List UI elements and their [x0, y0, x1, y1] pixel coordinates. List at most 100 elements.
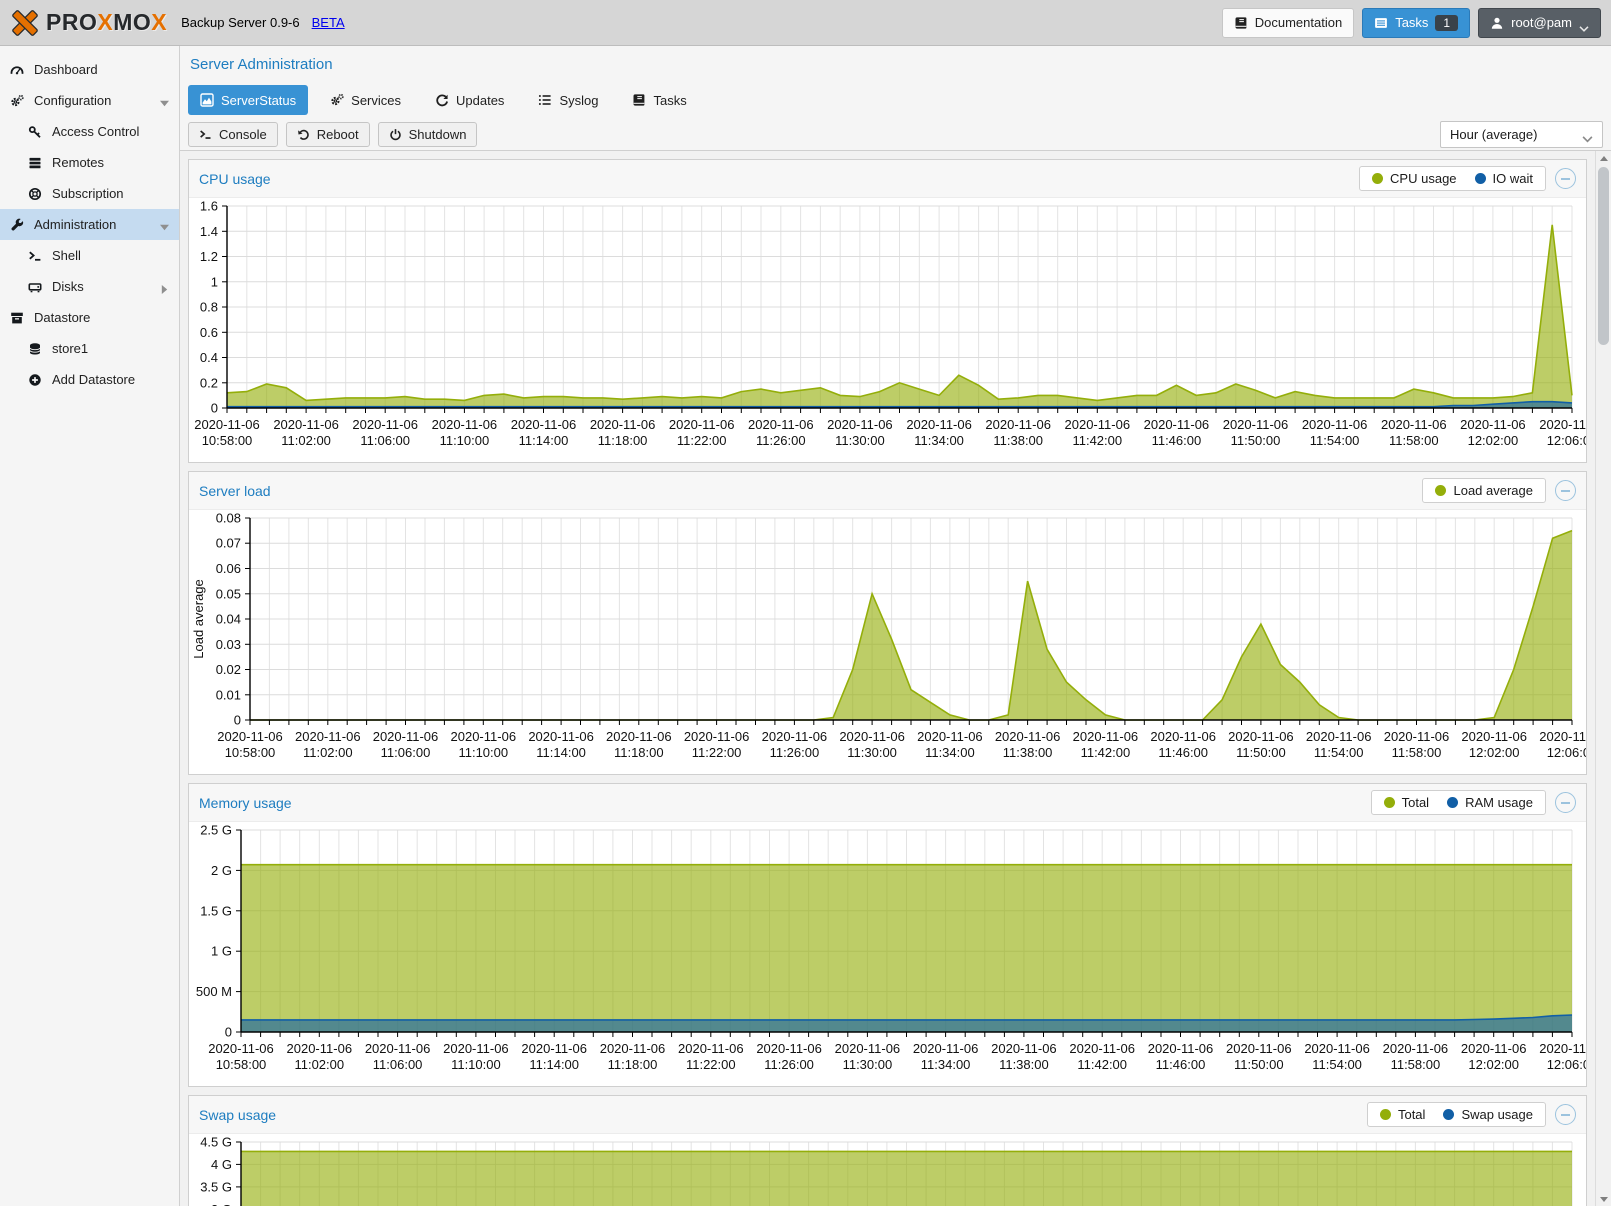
- svg-text:2020-11-06: 2020-11-06: [194, 417, 260, 432]
- collapse-panel-button[interactable]: [1555, 168, 1576, 189]
- svg-text:0: 0: [225, 1025, 232, 1040]
- scroll-down-arrow[interactable]: [1596, 1192, 1611, 1206]
- svg-text:11:26:00: 11:26:00: [770, 745, 820, 760]
- svg-text:2020-11-06: 2020-11-06: [1065, 417, 1131, 432]
- sidebar-item-access-control[interactable]: Access Control: [0, 116, 179, 147]
- console-button[interactable]: Console: [188, 121, 278, 147]
- svg-text:4 G: 4 G: [211, 1157, 232, 1172]
- legend-item-swap-usage[interactable]: Swap usage: [1443, 1107, 1533, 1122]
- svg-text:11:30:00: 11:30:00: [835, 433, 885, 448]
- page-title: Server Administration: [190, 55, 333, 73]
- tab-serverstatus[interactable]: ServerStatus: [188, 85, 309, 115]
- header-actions: Documentation Tasks 1 root@pam: [1221, 7, 1601, 38]
- tab-syslog[interactable]: Syslog: [526, 85, 610, 115]
- lifering-icon: [28, 187, 44, 201]
- svg-text:2020-11-06: 2020-11-06: [1150, 729, 1216, 744]
- timeframe-select[interactable]: Hour (average): [1440, 120, 1603, 148]
- panel-header: Server load Load average: [189, 472, 1586, 510]
- vertical-scrollbar[interactable]: [1595, 151, 1611, 1206]
- book-icon: [1234, 16, 1248, 30]
- sidebar-item-shell[interactable]: Shell: [0, 240, 179, 271]
- sidebar-item-label: Datastore: [34, 310, 91, 325]
- svg-text:2020-11-06: 2020-11-06: [917, 729, 983, 744]
- shutdown-button[interactable]: Shutdown: [377, 121, 478, 147]
- collapse-panel-button[interactable]: [1555, 480, 1576, 501]
- chart-panel-memory-usage: Memory usage Total RAM usage 0 500 M 1 G 1.5 G…: [188, 783, 1587, 1087]
- svg-text:2020-11-06: 2020-11-06: [528, 729, 594, 744]
- svg-text:11:34:00: 11:34:00: [925, 745, 975, 760]
- svg-text:11:42:00: 11:42:00: [1077, 1057, 1127, 1072]
- beta-link[interactable]: BETA: [311, 15, 345, 30]
- archive-icon: [10, 311, 26, 325]
- legend-item-load-average[interactable]: Load average: [1435, 483, 1533, 498]
- sidebar-item-disks[interactable]: Disks: [0, 271, 179, 302]
- svg-text:12:02:00: 12:02:00: [1468, 1057, 1519, 1072]
- wrench-icon: [10, 218, 26, 232]
- svg-text:3.5 G: 3.5 G: [200, 1179, 232, 1194]
- sidebar: Dashboard Configuration Access Control Remo…: [0, 46, 180, 1206]
- svg-text:2020-11-06: 2020-11-06: [287, 1041, 353, 1056]
- collapse-panel-button[interactable]: [1555, 1104, 1576, 1125]
- svg-text:11:58:00: 11:58:00: [1389, 433, 1439, 448]
- svg-text:1 G: 1 G: [211, 944, 232, 959]
- sidebar-item-configuration[interactable]: Configuration: [0, 85, 179, 116]
- svg-text:11:54:00: 11:54:00: [1314, 745, 1364, 760]
- svg-text:11:02:00: 11:02:00: [294, 1057, 344, 1072]
- tasks-button[interactable]: Tasks 1: [1362, 7, 1471, 38]
- svg-text:2020-11-06: 2020-11-06: [1223, 417, 1289, 432]
- legend-label: Load average: [1453, 483, 1533, 498]
- svg-text:0.2: 0.2: [200, 375, 218, 390]
- scroll-up-arrow[interactable]: [1596, 151, 1611, 165]
- svg-text:11:42:00: 11:42:00: [1072, 433, 1122, 448]
- svg-text:11:38:00: 11:38:00: [993, 433, 1043, 448]
- svg-text:0.03: 0.03: [216, 637, 241, 652]
- sidebar-item-label: Dashboard: [34, 62, 98, 77]
- list-icon: [538, 93, 552, 107]
- tab-tasks[interactable]: Tasks: [620, 85, 698, 115]
- svg-text:2020-11-06: 2020-11-06: [217, 729, 283, 744]
- tab-updates[interactable]: Updates: [423, 85, 516, 115]
- collapse-panel-button[interactable]: [1555, 792, 1576, 813]
- panel-header: Memory usage Total RAM usage: [189, 784, 1586, 822]
- svg-text:11:18:00: 11:18:00: [598, 433, 648, 448]
- legend-item-total[interactable]: Total: [1383, 795, 1429, 810]
- sidebar-item-subscription[interactable]: Subscription: [0, 178, 179, 209]
- svg-text:11:22:00: 11:22:00: [692, 745, 742, 760]
- svg-text:11:10:00: 11:10:00: [451, 1057, 501, 1072]
- svg-text:10:58:00: 10:58:00: [225, 745, 276, 760]
- sidebar-item-dashboard[interactable]: Dashboard: [0, 54, 179, 85]
- proxmox-logo-icon: [12, 9, 38, 36]
- svg-text:2020-11-06: 2020-11-06: [352, 417, 418, 432]
- sidebar-item-label: Remotes: [52, 155, 105, 170]
- user-menu-button[interactable]: root@pam: [1478, 7, 1601, 38]
- chart-legend: CPU usage IO wait: [1359, 166, 1546, 191]
- svg-text:11:06:00: 11:06:00: [381, 745, 431, 760]
- legend-item-total[interactable]: Total: [1379, 1107, 1425, 1122]
- reboot-button[interactable]: Reboot: [285, 121, 370, 147]
- svg-text:11:30:00: 11:30:00: [843, 1057, 893, 1072]
- svg-text:2020-11-06: 2020-11-06: [1381, 417, 1447, 432]
- scrollbar-thumb[interactable]: [1598, 167, 1609, 345]
- legend-item-io-wait[interactable]: IO wait: [1474, 171, 1533, 186]
- legend-label: Swap usage: [1461, 1107, 1533, 1122]
- sidebar-item-remotes[interactable]: Remotes: [0, 147, 179, 178]
- toolbar: Console Reboot Shutdown Hour (average): [180, 118, 1611, 151]
- svg-text:0.06: 0.06: [216, 561, 241, 576]
- legend-item-cpu-usage[interactable]: CPU usage: [1372, 171, 1457, 186]
- tab-label: Tasks: [653, 92, 687, 108]
- svg-text:2020-11-06: 2020-11-06: [606, 729, 672, 744]
- sidebar-item-administration[interactable]: Administration: [0, 209, 179, 240]
- product-name: Backup Server 0.9-6: [181, 15, 300, 30]
- page-title-row: Server Administration: [180, 46, 1611, 82]
- tab-services[interactable]: Services: [318, 85, 413, 115]
- sidebar-item-datastore[interactable]: Datastore: [0, 302, 179, 333]
- sidebar-item-add-datastore[interactable]: Add Datastore: [0, 364, 179, 395]
- svg-text:11:10:00: 11:10:00: [440, 433, 490, 448]
- sidebar-item-store1[interactable]: store1: [0, 333, 179, 364]
- panel-title: CPU usage: [199, 170, 271, 187]
- svg-text:11:18:00: 11:18:00: [614, 745, 664, 760]
- legend-item-ram-usage[interactable]: RAM usage: [1447, 795, 1533, 810]
- documentation-button[interactable]: Documentation: [1221, 7, 1355, 38]
- svg-text:11:26:00: 11:26:00: [756, 433, 806, 448]
